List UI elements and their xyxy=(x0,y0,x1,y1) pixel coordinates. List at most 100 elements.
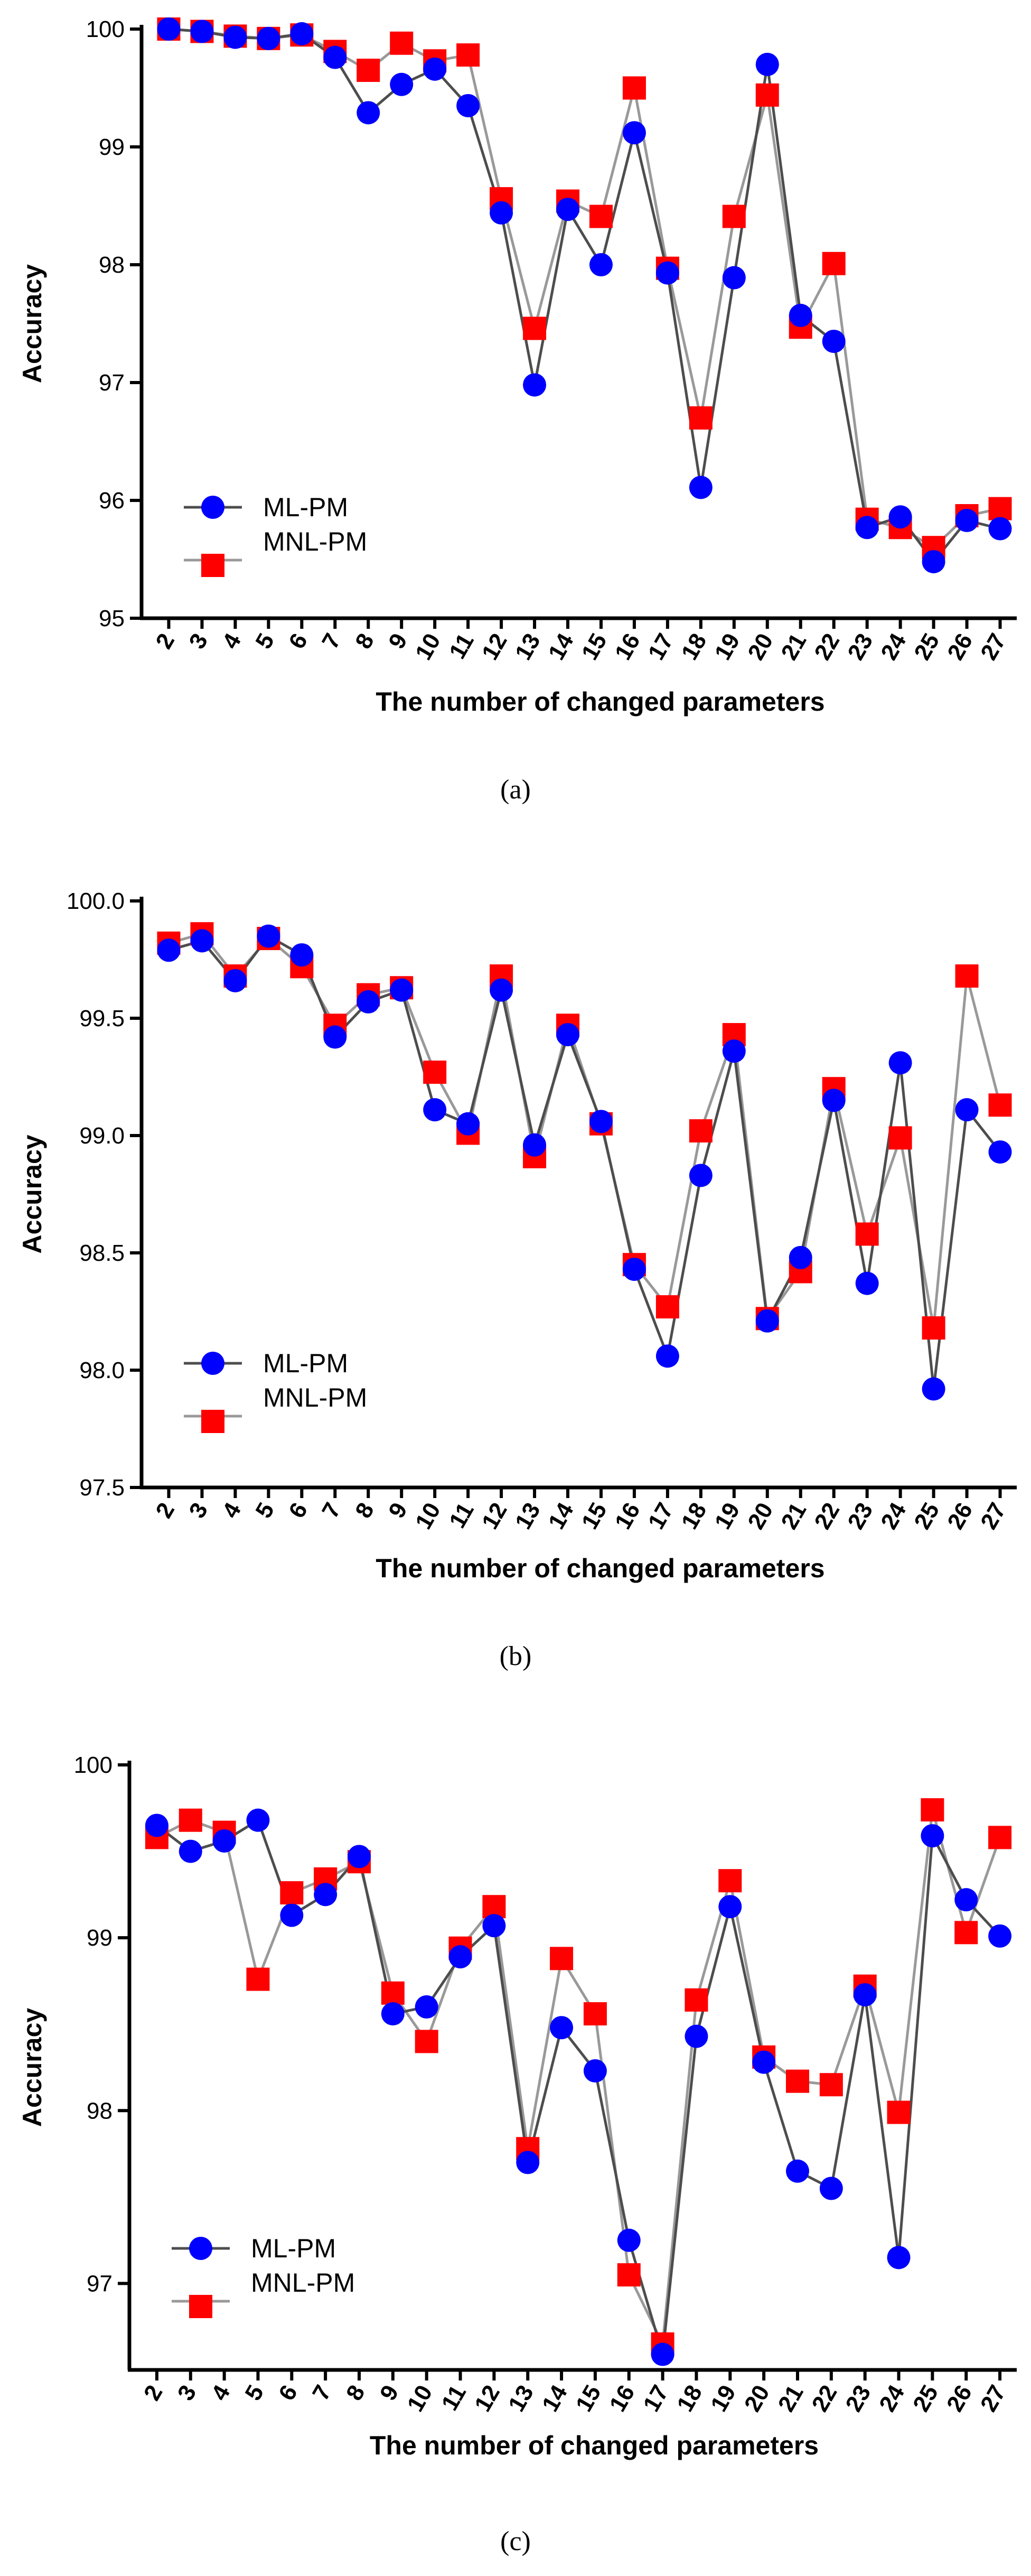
legend-marker-ml-pm xyxy=(201,496,224,519)
data-point-ml-pm xyxy=(722,266,746,290)
data-point-ml-pm xyxy=(357,101,380,125)
chart-panel-c: 97 98 99 100 2 3 4 5 6 7 8 9 10 11 12 13 14 15 16 17 18 19 20 2… xyxy=(0,1733,1031,2576)
x-tick-label: 24 xyxy=(876,1498,911,1533)
data-point-ml-pm xyxy=(179,1839,202,1863)
data-point-mnl-pm xyxy=(622,76,646,100)
x-tick-label: 4 xyxy=(207,2380,236,2405)
data-point-mnl-pm xyxy=(583,2002,607,2026)
x-tick-label: 13 xyxy=(503,2381,539,2416)
series-line-mnl-pm xyxy=(168,27,1001,550)
x-tick-label: 10 xyxy=(402,2381,437,2416)
y-tick-label: 100.0 xyxy=(67,888,125,914)
data-point-ml-pm xyxy=(651,2342,674,2366)
data-point-ml-pm xyxy=(357,990,380,1013)
x-tick-label: 16 xyxy=(610,1499,645,1534)
x-tick-label: 5 xyxy=(250,1499,279,1523)
data-point-mnl-pm xyxy=(456,43,480,67)
y-tick-label: 96 xyxy=(99,488,125,514)
data-point-mnl-pm xyxy=(357,59,380,82)
data-point-mnl-pm xyxy=(381,1981,405,2005)
data-point-ml-pm xyxy=(617,2228,641,2252)
x-tick-label: 10 xyxy=(410,1499,446,1534)
x-tick-label: 11 xyxy=(444,1499,479,1533)
data-point-mnl-pm xyxy=(617,2263,641,2287)
x-tick-label: 24 xyxy=(874,2380,910,2416)
x-tick-label: 9 xyxy=(383,629,413,654)
x-tick-label: 16 xyxy=(610,629,645,665)
x-tick-label: 11 xyxy=(437,2381,472,2415)
data-point-ml-pm xyxy=(556,198,580,221)
x-tick-label: 20 xyxy=(743,1499,779,1534)
data-point-ml-pm xyxy=(655,1344,679,1368)
x-tick-label: 20 xyxy=(743,629,779,665)
data-point-ml-pm xyxy=(988,1140,1012,1164)
data-point-ml-pm xyxy=(190,929,214,953)
data-point-ml-pm xyxy=(786,2159,809,2183)
data-point-ml-pm xyxy=(423,1098,447,1122)
x-tick-label: 18 xyxy=(672,2381,707,2416)
x-tick-label: 11 xyxy=(444,629,479,664)
x-axis-title: The number of changed parameters xyxy=(376,687,824,717)
legend-label-ml-pm: ML-PM xyxy=(263,492,348,522)
legend-label-mnl-pm: MNL-PM xyxy=(251,2268,355,2298)
data-point-ml-pm xyxy=(290,22,314,45)
y-axis-title: Accuracy xyxy=(17,2008,47,2127)
data-point-ml-pm xyxy=(819,2177,843,2200)
x-tick-label: 22 xyxy=(809,629,845,665)
x-tick-label: 14 xyxy=(537,2380,573,2416)
data-point-ml-pm xyxy=(456,1112,480,1136)
data-point-ml-pm xyxy=(223,25,247,49)
data-point-ml-pm xyxy=(955,508,979,532)
data-point-ml-pm xyxy=(822,329,846,353)
y-tick-label: 98.0 xyxy=(79,1357,125,1383)
data-point-ml-pm xyxy=(718,1895,742,1919)
caption-b: (b) xyxy=(499,1641,532,1671)
y-tick-label: 100 xyxy=(74,1752,113,1778)
x-tick-label: 26 xyxy=(942,1499,978,1534)
y-tick-label: 97 xyxy=(87,2271,113,2296)
x-tick-label: 24 xyxy=(876,629,911,664)
data-point-ml-pm xyxy=(685,2024,708,2048)
data-point-mnl-pm xyxy=(722,204,746,228)
y-tick-label: 100 xyxy=(86,16,125,42)
x-tick-label: 2 xyxy=(151,1499,180,1523)
data-point-ml-pm xyxy=(212,1829,236,1853)
x-tick-label: 8 xyxy=(341,2381,370,2405)
x-tick-label: 7 xyxy=(307,2381,336,2405)
x-tick-label: 3 xyxy=(184,1499,213,1523)
data-point-ml-pm xyxy=(482,1914,506,1938)
data-point-ml-pm xyxy=(589,1110,613,1133)
data-point-ml-pm xyxy=(490,201,513,225)
data-point-mnl-pm xyxy=(988,1826,1012,1849)
data-point-ml-pm xyxy=(655,261,679,285)
data-point-mnl-pm xyxy=(523,317,547,340)
legend-marker-mnl-pm xyxy=(201,1410,224,1433)
data-point-ml-pm xyxy=(190,20,214,43)
y-axis-title: Accuracy xyxy=(17,1134,47,1253)
y-tick-label: 99.0 xyxy=(79,1123,125,1149)
x-tick-label: 22 xyxy=(809,1499,845,1534)
x-tick-label: 18 xyxy=(677,1499,712,1534)
x-tick-label: 6 xyxy=(284,1499,313,1523)
x-tick-label: 10 xyxy=(410,629,446,665)
data-point-ml-pm xyxy=(722,1039,746,1063)
x-tick-label: 19 xyxy=(706,2381,741,2416)
data-point-ml-pm xyxy=(257,26,280,50)
caption-c: (c) xyxy=(500,2526,531,2556)
data-point-ml-pm xyxy=(583,2059,607,2083)
legend-marker-ml-pm xyxy=(201,1352,224,1375)
x-tick-label: 4 xyxy=(217,1498,246,1522)
x-tick-label: 3 xyxy=(173,2381,202,2405)
data-point-ml-pm xyxy=(589,253,613,276)
x-tick-label: 18 xyxy=(677,629,712,665)
data-point-ml-pm xyxy=(988,1924,1012,1948)
x-tick-label: 25 xyxy=(909,629,944,665)
data-point-mnl-pm xyxy=(822,252,846,275)
data-point-mnl-pm xyxy=(819,2073,843,2097)
x-tick-label: 23 xyxy=(840,2381,876,2416)
data-point-ml-pm xyxy=(988,517,1012,541)
x-tick-label: 9 xyxy=(383,1499,413,1523)
data-point-mnl-pm xyxy=(550,1947,574,1970)
